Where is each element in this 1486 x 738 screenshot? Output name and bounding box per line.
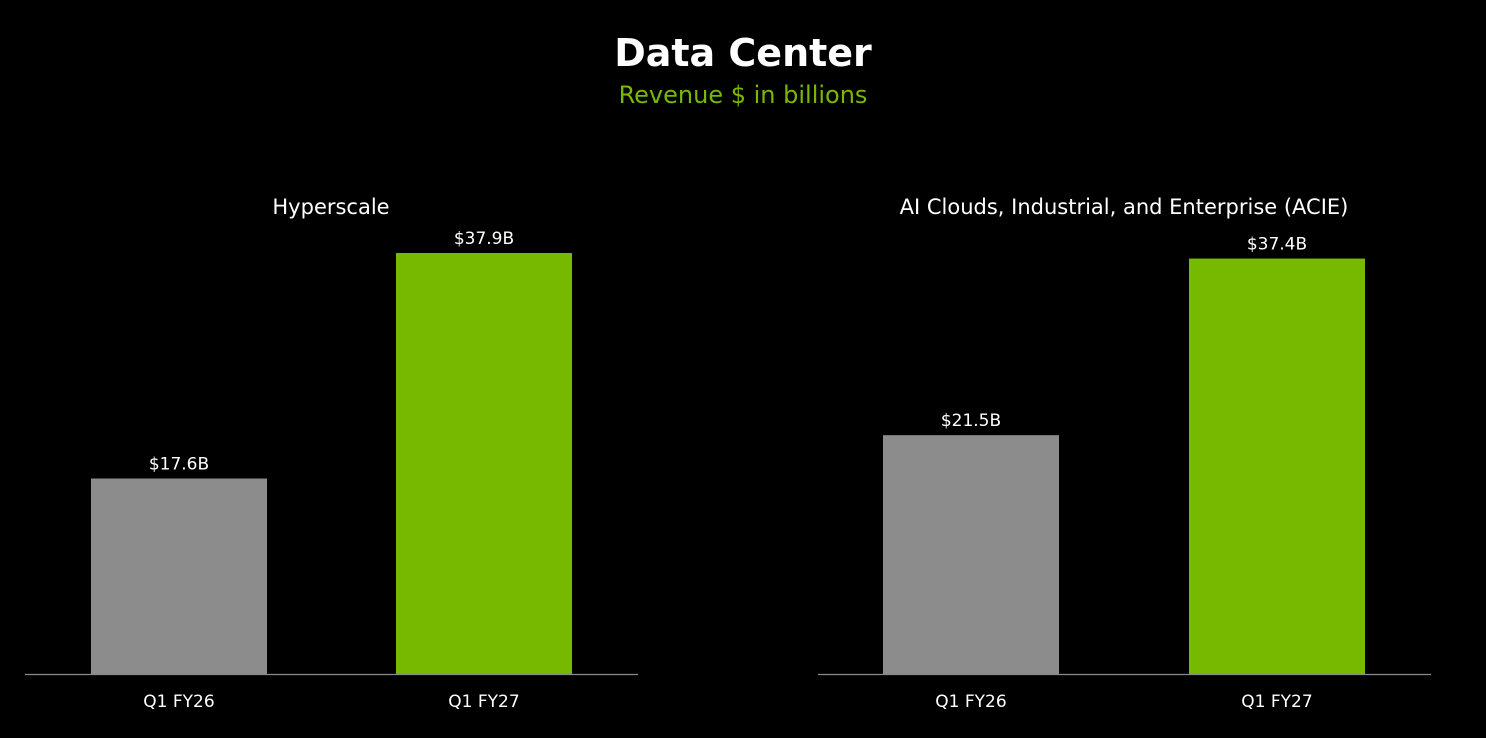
chart-panel-1: Hyperscale $17.6B Q1 FY26 $37.9B Q1 FY27 — [25, 195, 638, 712]
data-label: $37.9B — [454, 229, 514, 249]
data-label: $21.5B — [941, 411, 1001, 431]
chart-title: Hyperscale — [272, 195, 389, 219]
bar-q1-fy26 — [883, 435, 1059, 674]
page-title: Data Center — [614, 31, 872, 75]
page-subtitle: Revenue $ in billions — [618, 81, 868, 109]
chart-title: AI Clouds, Industrial, and Enterprise (A… — [900, 195, 1349, 219]
x-tick-label: Q1 FY26 — [143, 692, 214, 712]
bar-q1-fy27 — [396, 253, 572, 674]
x-tick-label: Q1 FY27 — [1241, 692, 1312, 712]
x-tick-label: Q1 FY27 — [448, 692, 519, 712]
data-label: $37.4B — [1247, 235, 1307, 255]
chart-panel-2: AI Clouds, Industrial, and Enterprise (A… — [818, 195, 1431, 712]
data-label: $17.6B — [149, 454, 209, 474]
bar-q1-fy27 — [1189, 258, 1365, 674]
x-tick-label: Q1 FY26 — [935, 692, 1006, 712]
bar-q1-fy26 — [91, 478, 267, 674]
